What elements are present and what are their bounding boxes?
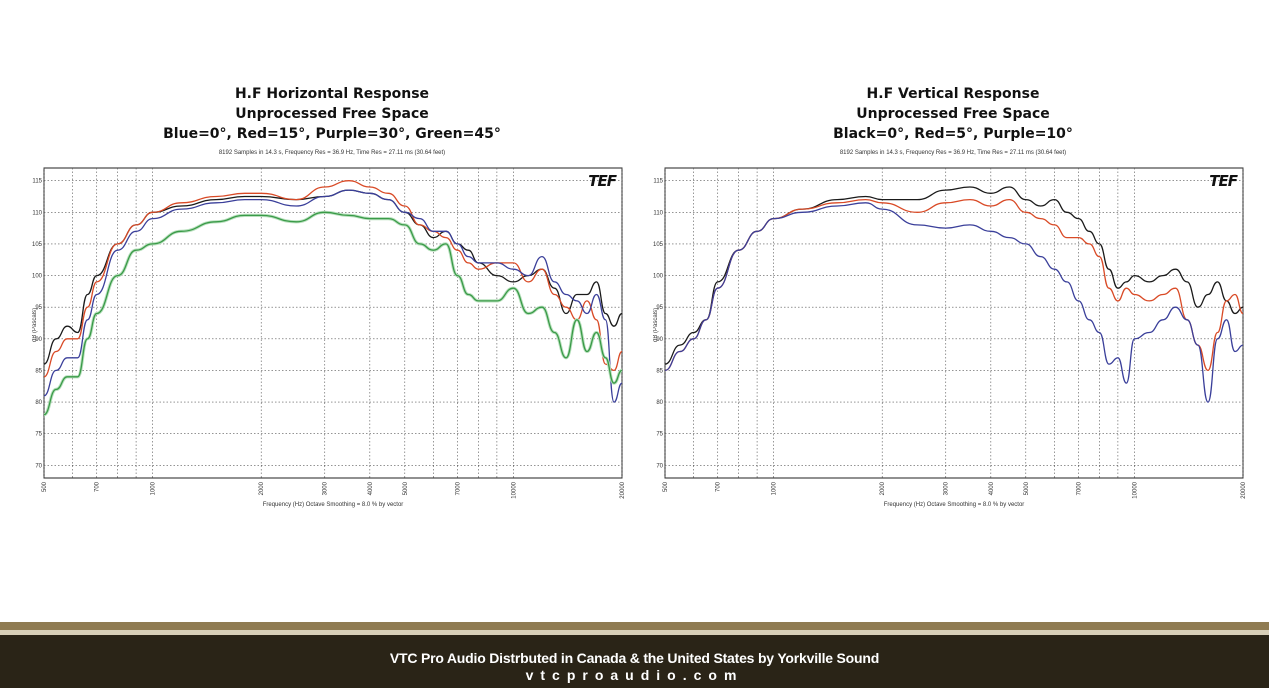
- chart-title-line-3: Blue=0°, Red=15°, Purple=30°, Green=45°: [163, 126, 501, 142]
- y-tick-label: 105: [653, 242, 664, 248]
- series-line-2: [43, 180, 623, 378]
- y-tick-label: 110: [32, 210, 42, 216]
- frequency-response-plot-horizontal: 70 75 80 85 90 95 100 105 110 115 500 700 1000 2000 30…: [32, 167, 626, 508]
- x-tick-label: 2000: [259, 481, 265, 495]
- x-tick-label: 500: [663, 481, 669, 492]
- x-tick-label: 1000: [772, 481, 778, 495]
- x-tick-label: 1000: [151, 481, 157, 495]
- footer-light-stripe: [0, 630, 1269, 635]
- series-line-3: [43, 189, 623, 403]
- x-tick-label: 5000: [403, 481, 409, 495]
- y-tick-label: 100: [653, 274, 664, 280]
- x-tick-label: 4000: [989, 481, 995, 495]
- chart-title-line-3: Black=0°, Red=5°, Purple=10°: [833, 126, 1073, 142]
- chart-subtitle: 8192 Samples in 14.3 s, Frequency Res = …: [218, 150, 446, 156]
- y-tick-label: 105: [32, 242, 43, 248]
- footer-distribution-text: VTC Pro Audio Distrbuted in Canada & the…: [389, 650, 880, 666]
- y-tick-label: 80: [35, 400, 42, 406]
- y-tick-label: 70: [656, 463, 663, 469]
- footer-website-link[interactable]: vtcproaudio.com: [525, 667, 744, 683]
- x-tick-label: 4000: [368, 481, 374, 495]
- x-tick-label: 2000: [880, 481, 886, 495]
- chart-panel-horizontal: H.F Horizontal Response Unprocessed Free…: [32, 84, 632, 520]
- x-tick-label: 3000: [944, 481, 950, 495]
- frequency-response-plot-vertical: 70 75 80 85 90 95 100 105 110 115 500 700 1000 2000 30…: [653, 167, 1247, 508]
- y-tick-label: 75: [35, 432, 42, 438]
- series-line-3: [664, 202, 1244, 403]
- chart-title-line-2: Unprocessed Free Space: [235, 106, 429, 122]
- x-tick-label: 3000: [323, 481, 329, 495]
- x-tick-label: 700: [716, 481, 722, 492]
- x-axis-label: Frequency (Hz) Octave Smoothing = 8.0 % …: [263, 502, 404, 508]
- y-tick-label: 90: [656, 337, 663, 343]
- x-tick-label: 700: [95, 481, 101, 492]
- y-tick-label: 115: [653, 179, 663, 185]
- y-axis-label: dB (Pascals): [32, 308, 38, 342]
- y-tick-label: 85: [35, 368, 42, 374]
- y-tick-label: 110: [653, 210, 663, 216]
- y-tick-label: 70: [35, 463, 42, 469]
- plot-frame: [664, 167, 1244, 479]
- y-tick-label: 80: [656, 400, 663, 406]
- chart-title-line-1: H.F Vertical Response: [866, 86, 1040, 102]
- y-tick-label: 115: [32, 179, 42, 185]
- chart-panel-vertical: H.F Vertical Response Unprocessed Free S…: [653, 84, 1253, 520]
- y-tick-label: 90: [35, 337, 42, 343]
- y-tick-label: 85: [656, 368, 663, 374]
- x-tick-label: 20000: [620, 481, 626, 498]
- x-axis-label: Frequency (Hz) Octave Smoothing = 8.0 % …: [884, 502, 1025, 508]
- series-line-4: [43, 211, 623, 416]
- x-tick-label: 10000: [1132, 481, 1138, 498]
- plot-frame: [43, 167, 623, 479]
- x-tick-label: 500: [42, 481, 48, 492]
- y-tick-label: 95: [35, 305, 42, 311]
- chart-title-line-2: Unprocessed Free Space: [856, 106, 1050, 122]
- x-tick-label: 20000: [1241, 481, 1247, 498]
- y-axis-label: dB (Pascals): [653, 308, 659, 342]
- footer: VTC Pro Audio Distrbuted in Canada & the…: [0, 635, 1269, 688]
- y-tick-label: 95: [656, 305, 663, 311]
- y-tick-label: 100: [32, 274, 43, 280]
- y-tick-label: 75: [656, 432, 663, 438]
- tef-logo: TEF: [1209, 172, 1238, 190]
- x-tick-label: 10000: [511, 481, 517, 498]
- footer-gold-stripe: [0, 622, 1269, 630]
- x-tick-label: 5000: [1024, 481, 1030, 495]
- chart-title-line-1: H.F Horizontal Response: [234, 86, 430, 102]
- tef-logo: TEF: [588, 172, 617, 190]
- x-tick-label: 7000: [456, 481, 462, 495]
- chart-subtitle: 8192 Samples in 14.3 s, Frequency Res = …: [839, 150, 1067, 156]
- x-tick-label: 7000: [1077, 481, 1083, 495]
